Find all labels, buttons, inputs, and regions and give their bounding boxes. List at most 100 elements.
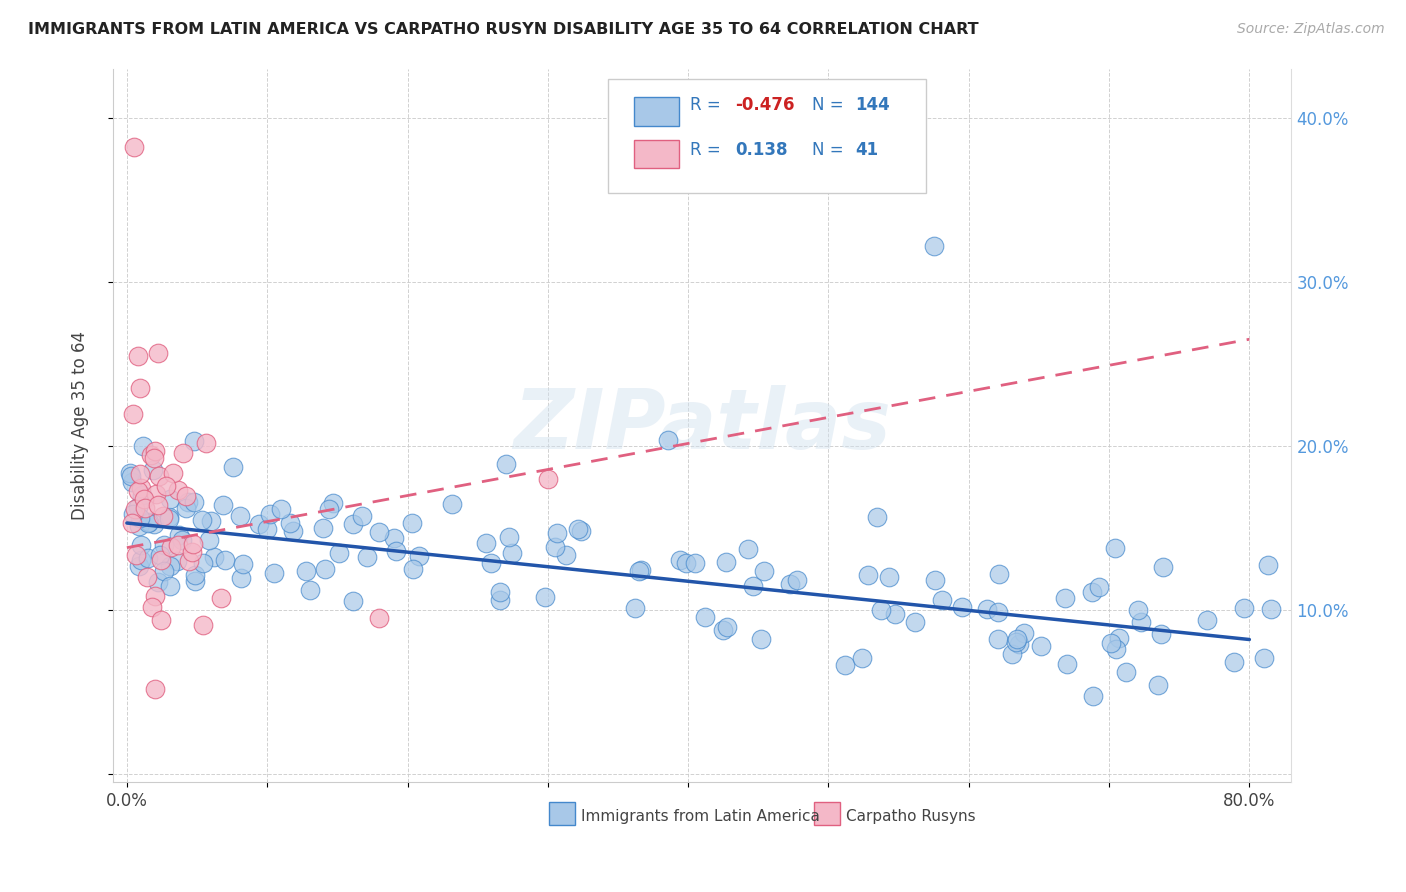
Point [1253, 651, 1275, 665]
Bar [634, 140, 679, 169]
Point [1257, 558, 1279, 572]
Point [128, 467, 150, 481]
Point [167, 538, 190, 552]
Point [950, 600, 973, 615]
Point [128, 382, 150, 396]
Point [127, 483, 149, 498]
Point [174, 489, 197, 503]
Point [278, 516, 301, 530]
Point [883, 607, 905, 621]
Point [134, 501, 156, 516]
Point [1152, 559, 1174, 574]
Point [145, 487, 167, 501]
Point [125, 549, 148, 563]
Point [322, 495, 344, 509]
Point [408, 549, 430, 563]
Point [669, 553, 692, 567]
Point [1115, 665, 1137, 680]
Point [856, 568, 879, 582]
Point [1083, 690, 1105, 704]
Point [149, 553, 172, 567]
Point [148, 469, 170, 483]
Point [657, 433, 679, 447]
Point [129, 510, 152, 524]
Point [402, 562, 425, 576]
Text: Immigrants from Latin America: Immigrants from Latin America [581, 809, 820, 823]
Point [1128, 603, 1150, 617]
Point [931, 592, 953, 607]
Point [281, 524, 304, 539]
Point [498, 530, 520, 544]
Point [174, 500, 197, 515]
Point [183, 434, 205, 448]
Point [537, 472, 560, 486]
Point [212, 498, 235, 512]
Point [1150, 627, 1173, 641]
Point [741, 579, 763, 593]
Point [270, 502, 292, 516]
Point [259, 507, 281, 521]
Point [1108, 631, 1130, 645]
Point [851, 650, 873, 665]
Point [202, 549, 225, 564]
Point [1001, 647, 1024, 661]
Point [184, 574, 207, 588]
Text: -0.476: -0.476 [735, 96, 794, 114]
Point [534, 591, 557, 605]
Point [1104, 541, 1126, 556]
Point [122, 140, 145, 154]
Point [299, 582, 322, 597]
Point [193, 556, 215, 570]
Point [222, 459, 245, 474]
Point [172, 533, 194, 548]
Point [1088, 580, 1111, 594]
Point [198, 533, 221, 548]
Point [159, 558, 181, 573]
Bar [634, 97, 679, 126]
Point [143, 516, 166, 531]
Point [924, 573, 946, 587]
Point [749, 632, 772, 646]
Point [489, 593, 512, 607]
Point [127, 500, 149, 514]
Point [1260, 601, 1282, 615]
Point [1099, 635, 1122, 649]
Point [879, 570, 901, 584]
Text: 144: 144 [855, 96, 890, 114]
Point [630, 563, 652, 577]
Point [183, 494, 205, 508]
Point [350, 509, 373, 524]
Point [177, 554, 200, 568]
FancyBboxPatch shape [607, 79, 927, 194]
Text: IMMIGRANTS FROM LATIN AMERICA VS CARPATHO RUSYN DISABILITY AGE 35 TO 64 CORRELAT: IMMIGRANTS FROM LATIN AMERICA VS CARPATH… [28, 22, 979, 37]
Point [155, 479, 177, 493]
Text: 0.138: 0.138 [735, 141, 787, 159]
Point [152, 564, 174, 578]
Point [166, 554, 188, 568]
Point [183, 567, 205, 582]
Point [128, 559, 150, 574]
Point [118, 466, 141, 480]
Point [1105, 642, 1128, 657]
Point [209, 591, 232, 606]
Point [159, 509, 181, 524]
Point [356, 550, 378, 565]
Point [232, 558, 254, 572]
Point [546, 526, 568, 541]
Point [146, 575, 169, 590]
Point [976, 602, 998, 616]
Point [138, 551, 160, 566]
Point [132, 439, 155, 453]
Point [1195, 614, 1218, 628]
Point [149, 548, 172, 562]
Point [754, 564, 776, 578]
Point [136, 569, 159, 583]
Point [328, 546, 350, 560]
Point [1054, 591, 1077, 605]
Point [136, 516, 159, 530]
Point [368, 524, 391, 539]
Point [122, 407, 145, 421]
Point [129, 553, 152, 567]
Text: N =: N = [811, 141, 853, 159]
Point [121, 516, 143, 530]
